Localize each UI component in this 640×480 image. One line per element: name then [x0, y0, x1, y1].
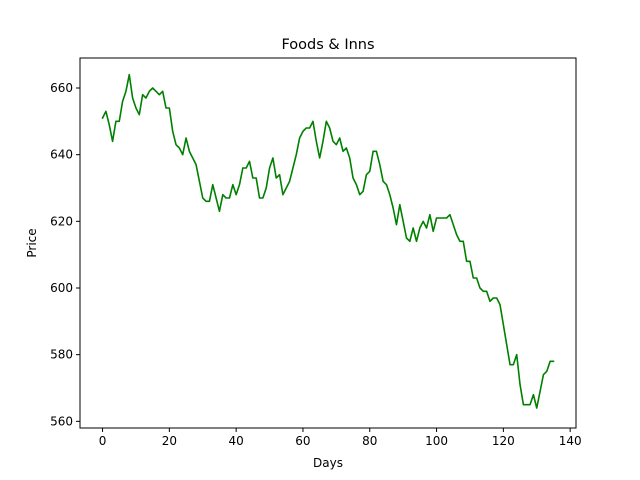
chart-title: Foods & Inns: [281, 37, 374, 53]
y-axis-ticks: 560 580 600 620 640 660: [50, 81, 80, 428]
y-axis-title: Price: [25, 228, 39, 257]
x-tick-label: 80: [362, 434, 377, 448]
x-axis-title: Days: [313, 456, 343, 470]
x-tick-label: 0: [99, 434, 107, 448]
x-tick-label: 60: [295, 434, 310, 448]
y-tick-label: 620: [50, 214, 73, 228]
x-tick-label: 100: [425, 434, 448, 448]
y-tick-label: 560: [50, 414, 73, 428]
x-tick-label: 140: [559, 434, 582, 448]
x-tick-label: 120: [492, 434, 515, 448]
plot-frame: [79, 57, 577, 429]
y-tick-label: 600: [50, 281, 73, 295]
x-tick-label: 40: [229, 434, 244, 448]
series-group: [101, 73, 555, 409]
x-tick-label: 20: [162, 434, 177, 448]
x-axis-ticks: 0 20 40 60 80 100 120 140: [99, 428, 582, 448]
series-line: [101, 73, 555, 409]
plot-area: [80, 58, 576, 428]
y-tick-label: 660: [50, 81, 73, 95]
y-tick-label: 580: [50, 348, 73, 362]
y-tick-label: 640: [50, 148, 73, 162]
